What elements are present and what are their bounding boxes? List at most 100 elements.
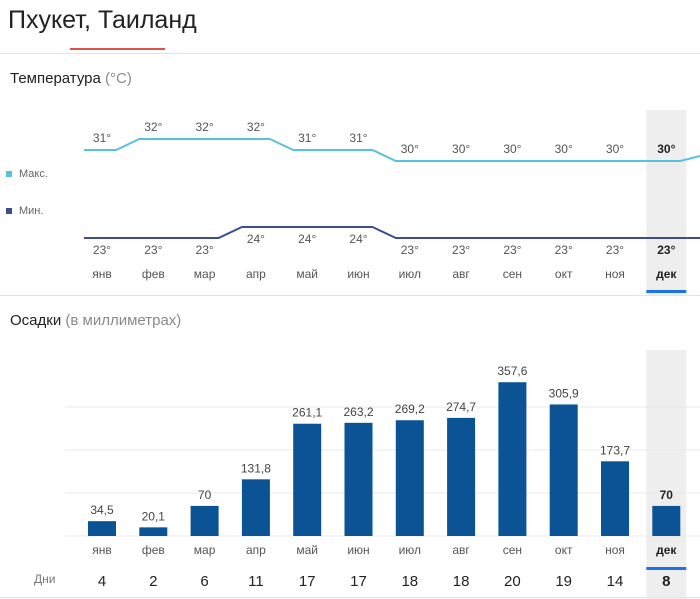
temp-month-tick[interactable]: апр [246,267,266,281]
precip-bar[interactable] [652,505,681,536]
days-label: Дни [34,572,56,586]
precip-bar[interactable] [139,527,168,536]
temp-min-label: 24° [298,232,316,246]
precip-month-tick[interactable]: дек [656,543,677,557]
precip-value-label: 70 [198,488,212,502]
precip-bar[interactable] [395,420,424,536]
precipitation-unit: (в миллиметрах) [65,312,182,329]
temp-month-tick[interactable]: янв [92,267,112,281]
legend-min-swatch [6,208,12,214]
precip-bar[interactable] [601,461,629,536]
rain-days-value: 14 [607,573,624,590]
precip-month-tick[interactable]: окт [555,543,573,557]
temp-min-label: 23° [555,243,573,257]
precip-month-tick[interactable]: июн [347,543,369,557]
temperature-unit: (°C) [105,70,132,87]
precip-bar[interactable] [190,505,219,536]
temp-month-tick[interactable]: сен [503,267,522,281]
bottom-divider [0,597,700,598]
legend-max-swatch [6,171,12,177]
precip-bar[interactable] [293,423,322,536]
precip-value-label: 20,1 [142,509,166,523]
temp-min-label: 24° [247,232,265,246]
precip-bar[interactable] [241,479,270,536]
rain-days-value: 4 [98,573,106,590]
precip-month-tick[interactable]: июл [399,543,421,557]
precipitation-section-title: Осадки (в миллиметрах) [10,312,181,329]
precip-month-tick[interactable]: авг [452,543,470,557]
precip-selected-underline [646,567,687,570]
temp-min-label: 23° [196,243,214,257]
precip-month-tick[interactable]: сен [503,543,522,557]
temp-max-label: 31° [93,131,111,145]
legend-max-label: Макс. [19,168,48,180]
legend-max[interactable]: Макс. [6,168,48,180]
precip-value-label: 173,7 [600,443,630,457]
temp-max-label: 30° [452,142,470,156]
rain-days-value: 18 [401,573,418,590]
temp-min-label: 23° [657,243,675,257]
temp-month-tick[interactable]: окт [555,267,573,281]
temp-min-label: 23° [144,243,162,257]
rain-days-value: 18 [453,573,470,590]
precip-bar[interactable] [447,417,476,536]
temp-month-tick[interactable]: июл [399,267,421,281]
temperature-chart: 31° 32° 32° 32° 31° 31° 30° 30° 30° 30° 30° 30° 23° 2… [84,110,700,295]
temp-selected-underline [646,290,687,293]
page-title: Пхукет, Таиланд [8,6,197,34]
temperature-section-title: Температура (°C) [10,70,132,87]
precip-value-label: 274,7 [446,400,476,414]
precip-month-tick[interactable]: май [296,543,318,557]
precip-value-label: 305,9 [549,386,579,400]
precip-value-label: 131,8 [241,461,271,475]
temp-min-label: 23° [452,243,470,257]
legend-min-label: Мин. [19,205,44,217]
temp-min-label: 23° [401,243,419,257]
temp-min-line [84,226,700,239]
precip-bar[interactable] [498,382,527,536]
temp-min-label: 23° [93,243,111,257]
temp-max-label: 32° [247,120,265,134]
temp-max-label: 30° [401,142,419,156]
temp-min-label: 24° [349,232,367,246]
temp-max-label: 30° [606,142,624,156]
precipitation-chart: 34,5 20,1 70 131,8 261,1 263,2 269,2 274,7 357,6… [65,350,700,599]
precip-value-label: 34,5 [90,503,114,517]
temp-month-tick[interactable]: май [296,267,318,281]
precip-month-tick[interactable]: апр [246,543,266,557]
precip-month-tick[interactable]: янв [92,543,112,557]
rain-days-value: 20 [504,573,521,590]
precip-month-tick[interactable]: фев [142,543,165,557]
temp-month-tick[interactable]: фев [142,267,165,281]
precip-bar[interactable] [549,404,578,536]
temp-month-tick[interactable]: мар [194,267,216,281]
temp-month-tick[interactable]: авг [452,267,470,281]
precip-value-label: 269,2 [395,402,425,416]
rain-days-value: 11 [248,573,264,590]
temp-max-label: 31° [349,131,367,145]
precip-value-label: 357,6 [497,364,527,378]
precip-month-tick[interactable]: мар [194,543,216,557]
temp-min-label: 23° [503,243,521,257]
title-accent-underline [70,48,165,50]
precip-value-label: 263,2 [343,405,373,419]
temp-min-label: 23° [606,243,624,257]
temp-max-label: 30° [503,142,521,156]
precip-month-tick[interactable]: ноя [605,543,625,557]
precip-bar[interactable] [88,521,116,536]
precip-bar[interactable] [344,422,373,536]
temp-max-label: 32° [196,120,214,134]
legend-min[interactable]: Мин. [6,205,43,217]
temp-month-tick[interactable]: июн [347,267,369,281]
rain-days-value: 19 [555,573,572,590]
temp-max-label: 30° [657,142,675,156]
temp-max-label: 31° [298,131,316,145]
temp-month-tick[interactable]: ноя [605,267,625,281]
rain-days-value: 17 [350,573,367,590]
precip-value-label: 261,1 [292,406,322,420]
header-divider [0,53,700,54]
rain-days-value: 6 [200,573,208,590]
precipitation-title: Осадки [10,312,62,329]
temp-month-tick[interactable]: дек [656,267,677,281]
temp-selected-column [646,110,687,295]
